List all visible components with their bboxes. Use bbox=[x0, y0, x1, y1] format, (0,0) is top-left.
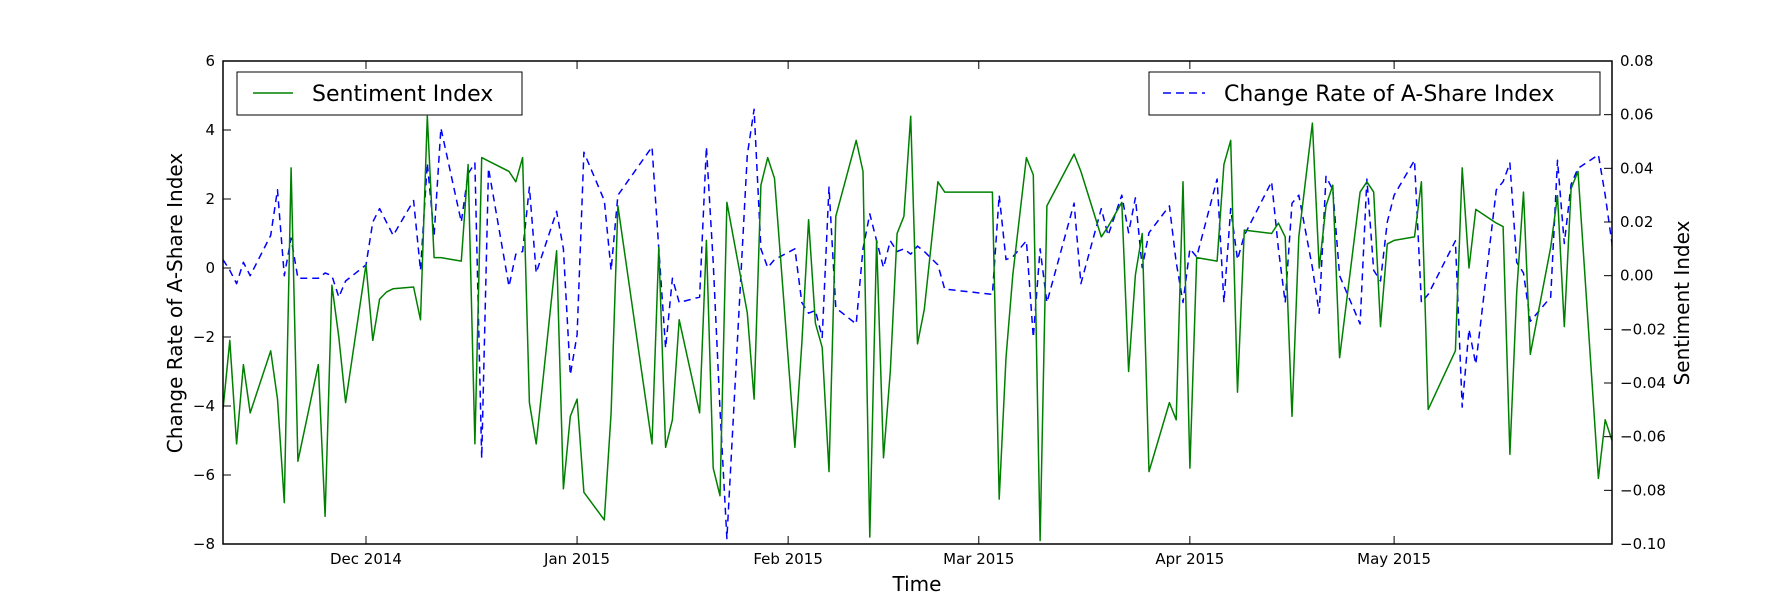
left-tick-label: 2 bbox=[205, 190, 215, 208]
right-tick-label: −0.06 bbox=[1620, 428, 1666, 446]
right-tick-label: −0.10 bbox=[1620, 535, 1666, 553]
ticks-layer: −8 −6 −4 −2 0 2 4 6 −0.10 −0.08 −0.06 −0.04 −0.02 0.0… bbox=[193, 52, 1666, 568]
legend-change-rate: Change Rate of A-Share Index bbox=[1148, 71, 1601, 116]
legend-sentiment-label: Sentiment Index bbox=[312, 82, 493, 107]
right-axis-title: Sentiment Index bbox=[1670, 220, 1694, 385]
x-tick-label: Feb 2015 bbox=[753, 550, 823, 568]
series-line-sentiment-index bbox=[223, 115, 1612, 542]
x-tick-label: Apr 2015 bbox=[1155, 550, 1224, 568]
right-tick-label: 0.00 bbox=[1620, 267, 1653, 285]
left-tick-label: −6 bbox=[193, 466, 215, 484]
legend-change-rate-box bbox=[1148, 71, 1601, 116]
left-axis-title: Change Rate of A-Share Index bbox=[163, 153, 187, 454]
x-axis-title: Time bbox=[892, 572, 942, 596]
plot-frame bbox=[222, 60, 1613, 545]
left-tick-label: −4 bbox=[193, 397, 215, 415]
left-tick-label: 0 bbox=[205, 259, 215, 277]
right-tick-label: 0.04 bbox=[1620, 159, 1653, 177]
x-tick-label: Mar 2015 bbox=[943, 550, 1014, 568]
right-tick-label: 0.08 bbox=[1620, 52, 1653, 70]
series-layer bbox=[223, 108, 1612, 542]
right-tick-label: 0.02 bbox=[1620, 213, 1653, 231]
x-tick-label: May 2015 bbox=[1357, 550, 1431, 568]
series-group bbox=[223, 108, 1612, 542]
right-tick-label: −0.04 bbox=[1620, 374, 1666, 392]
left-tick-label: −2 bbox=[193, 328, 215, 346]
left-tick-label: 6 bbox=[205, 52, 215, 70]
series-line-change-rate bbox=[223, 108, 1612, 540]
left-tick-label: −8 bbox=[193, 535, 215, 553]
right-tick-label: −0.02 bbox=[1620, 320, 1666, 338]
right-tick-label: −0.08 bbox=[1620, 481, 1666, 499]
left-tick-label: 4 bbox=[205, 121, 215, 139]
legend-sentiment: Sentiment Index bbox=[236, 71, 523, 116]
x-tick-label: Dec 2014 bbox=[330, 550, 402, 568]
x-tick-label: Jan 2015 bbox=[543, 550, 610, 568]
right-tick-label: 0.06 bbox=[1620, 106, 1653, 124]
legend-change-rate-label: Change Rate of A-Share Index bbox=[1224, 82, 1554, 107]
